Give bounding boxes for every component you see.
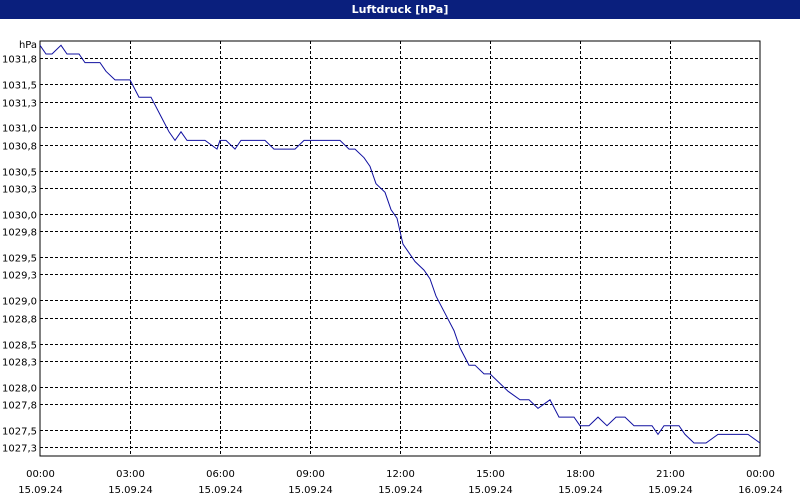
x-tick-date-label: 15.09.24 <box>18 485 63 496</box>
y-tick-label: 1031,3 <box>2 99 37 110</box>
y-tick-label: 1030,3 <box>2 185 37 196</box>
y-tick-label: 1027,3 <box>2 444 37 455</box>
y-tick-label: 1028,3 <box>2 358 37 369</box>
chart-title: Luftdruck [hPa] <box>0 0 800 19</box>
x-tick-date-label: 15.09.24 <box>378 485 423 496</box>
y-tick-label: 1027,5 <box>2 427 37 438</box>
x-tick-date-label: 15.09.24 <box>198 485 243 496</box>
x-tick-time-label: 15:00 <box>476 469 505 480</box>
x-tick-time-label: 18:00 <box>566 469 595 480</box>
y-tick-label: 1030,0 <box>2 211 37 222</box>
y-tick-label: 1029,8 <box>2 228 37 239</box>
grid-layer <box>40 41 760 456</box>
x-tick-time-label: 00:00 <box>746 469 775 480</box>
x-tick-time-label: 06:00 <box>206 469 235 480</box>
x-tick-date-label: 16.09.24 <box>738 485 783 496</box>
y-tick-labels: 1031,8 1031,5 1031,3 1031,0 1030,8 1030,5 1030… <box>2 55 37 455</box>
x-tick-time-label: 03:00 <box>116 469 145 480</box>
y-tick-label: 1027,8 <box>2 401 37 412</box>
x-tick-date-label: 15.09.24 <box>288 485 333 496</box>
y-tick-label: 1031,0 <box>2 124 37 135</box>
x-tick-time-label: 21:00 <box>656 469 685 480</box>
y-tick-label: 1028,8 <box>2 315 37 326</box>
x-tick-date-label: 15.09.24 <box>108 485 153 496</box>
x-tick-labels: 00:00 15.09.24 03:00 15.09.24 06:00 15.09.24 0… <box>18 469 783 496</box>
y-tick-label: 1029,0 <box>2 297 37 308</box>
plot-frame <box>39 40 761 457</box>
y-axis-unit-label: hPa <box>19 40 37 51</box>
x-tick-date-label: 15.09.24 <box>468 485 513 496</box>
x-tick-date-label: 15.09.24 <box>648 485 693 496</box>
x-tick-date-label: 15.09.24 <box>558 485 603 496</box>
y-tick-label: 1028,5 <box>2 341 37 352</box>
series-line-luftdruck <box>39 44 761 444</box>
x-tick-time-label: 12:00 <box>386 469 415 480</box>
y-tick-label: 1031,5 <box>2 81 37 92</box>
x-tick-time-label: 09:00 <box>296 469 325 480</box>
x-tick-time-label: 00:00 <box>26 469 55 480</box>
y-tick-label: 1029,3 <box>2 271 37 282</box>
y-tick-label: 1031,8 <box>2 55 37 66</box>
chart-plot: hPa 1031,8 1031,5 1031,3 1031,0 1030,8 1030,5… <box>2 40 783 496</box>
y-tick-label: 1030,5 <box>2 168 37 179</box>
y-tick-label: 1028,0 <box>2 384 37 395</box>
y-tick-label: 1030,8 <box>2 142 37 153</box>
y-tick-label: 1029,5 <box>2 254 37 265</box>
